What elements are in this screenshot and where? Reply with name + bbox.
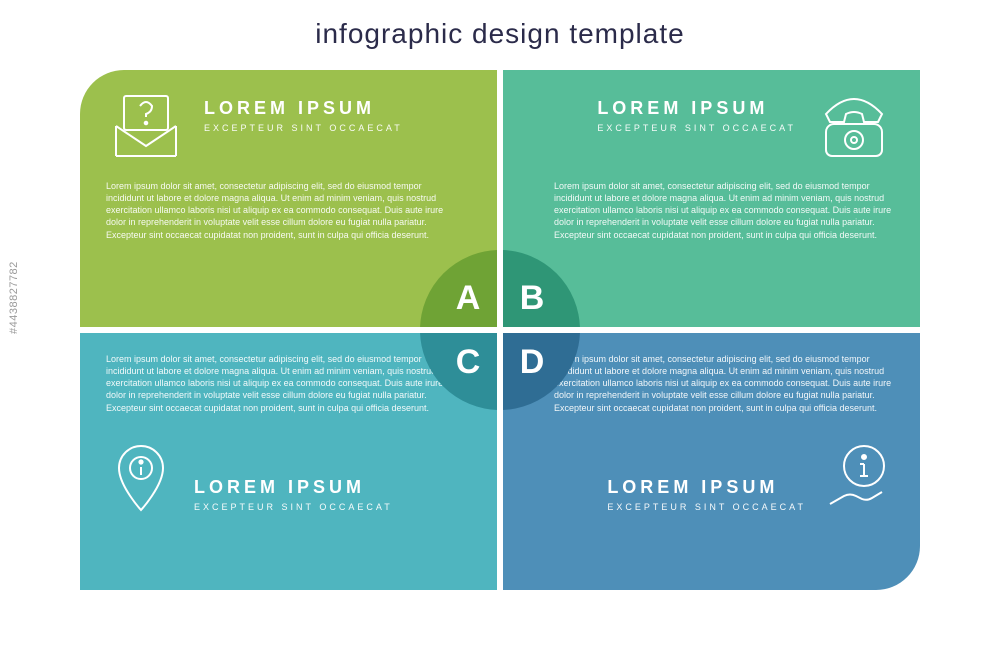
watermark-text: #4438827782 (8, 261, 20, 334)
panel-b-subheading: EXCEPTEUR SINT OCCAECAT (597, 123, 796, 133)
infographic-grid: LOREM IPSUM EXCEPTEUR SINT OCCAECAT Lore… (80, 70, 920, 590)
panel-c-subheading: EXCEPTEUR SINT OCCAECAT (194, 502, 393, 512)
panel-c-body: Lorem ipsum dolor sit amet, consectetur … (106, 353, 446, 414)
badge-b: B (503, 250, 580, 327)
panel-d-heading: LOREM IPSUM (607, 477, 806, 498)
panel-b-body: Lorem ipsum dolor sit amet, consectetur … (554, 180, 894, 241)
panel-b: LOREM IPSUM EXCEPTEUR SINT OCCAECAT Lore… (503, 70, 920, 327)
panel-c-heading: LOREM IPSUM (194, 477, 393, 498)
panel-d: Lorem ipsum dolor sit amet, consectetur … (503, 333, 920, 590)
panel-a-body: Lorem ipsum dolor sit amet, consectetur … (106, 180, 446, 241)
envelope-question-icon (106, 90, 186, 162)
panel-a-heading: LOREM IPSUM (204, 98, 403, 119)
panel-d-body: Lorem ipsum dolor sit amet, consectetur … (554, 353, 894, 414)
panel-a: LOREM IPSUM EXCEPTEUR SINT OCCAECAT Lore… (80, 70, 497, 327)
badge-a: A (420, 250, 497, 327)
pin-info-icon (106, 438, 176, 520)
page-title: infographic design template (0, 0, 1000, 50)
panel-d-subheading: EXCEPTEUR SINT OCCAECAT (607, 502, 806, 512)
panel-a-subheading: EXCEPTEUR SINT OCCAECAT (204, 123, 403, 133)
telephone-icon (814, 90, 894, 162)
panel-c: Lorem ipsum dolor sit amet, consectetur … (80, 333, 497, 590)
hand-info-icon (824, 438, 894, 520)
panel-b-heading: LOREM IPSUM (597, 98, 796, 119)
